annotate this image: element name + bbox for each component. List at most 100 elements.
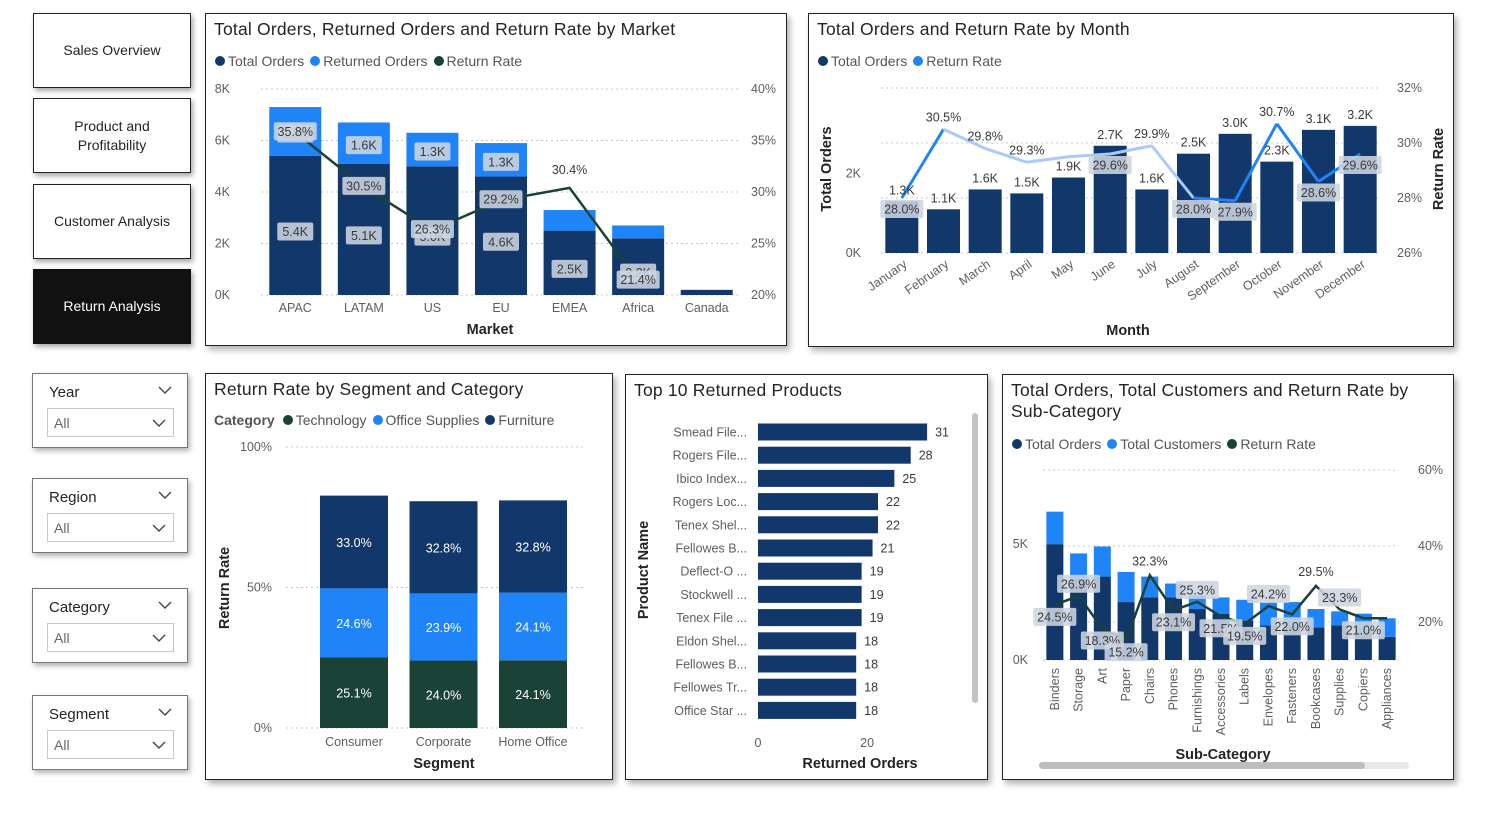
y2-tick-label: 20% [1418, 615, 1443, 629]
nav-label: Product and Profitability [74, 117, 150, 153]
data-label-return-rate-bg [1172, 200, 1215, 218]
y2-axis-title: Return Rate [1431, 128, 1447, 210]
legend-item[interactable]: Returned Orders [310, 53, 428, 69]
data-label: 18 [864, 681, 878, 695]
month-chart-panel: Total Orders and Return Rate by Month To… [808, 13, 1454, 347]
data-label: 24.6% [336, 617, 371, 631]
data-label-return-rate: 29.9% [1134, 127, 1169, 141]
bar-returned-orders [758, 516, 878, 534]
data-label: 19 [870, 565, 884, 579]
bar-total-customers [1046, 511, 1064, 545]
region-dropdown[interactable]: All [47, 513, 174, 542]
category-dropdown[interactable]: All [47, 623, 174, 652]
data-label: 22 [886, 518, 900, 532]
bar-returned-orders [758, 701, 857, 719]
y2-tick-label: 30% [1397, 136, 1422, 150]
scrollbar-thumb[interactable] [1039, 762, 1365, 769]
x-tick-label: Envelopes [1261, 668, 1275, 726]
legend-dot [818, 56, 828, 66]
market-chart-svg: 0K 2K 4K 6K 8K 20% 25% 30% 35% 40% APAC LATAM US EU EM… [215, 82, 776, 338]
data-label-total-orders-bg [551, 259, 588, 278]
data-label-total-orders: 1.6K [972, 171, 998, 185]
legend-dot [215, 56, 225, 66]
legend-item[interactable]: Total Orders [1012, 436, 1101, 452]
year-dropdown[interactable]: All [47, 408, 174, 437]
data-label-total-orders: 2.5K [557, 262, 583, 276]
legend-item[interactable]: Return Rate [913, 53, 1002, 69]
bar-total-orders [968, 189, 1002, 253]
panel-title: Total Orders, Total Customers and Return… [1011, 380, 1409, 421]
legend-label: Return Rate [446, 53, 523, 69]
x-tick-label: February [902, 257, 952, 298]
chevron-down-icon[interactable] [157, 382, 173, 398]
bar-total-orders [1260, 161, 1294, 253]
nav-product-profitability[interactable]: Product and Profitability [33, 98, 191, 173]
data-label-return-rate: 27.9% [1217, 205, 1252, 219]
data-label-return-rate: 21.4% [620, 273, 655, 287]
y-tick-label: Rogers Loc... [673, 495, 747, 509]
x-tick-label: Chairs [1143, 668, 1157, 704]
scrollbar-thumb[interactable] [972, 413, 978, 703]
segment-dropdown[interactable]: All [47, 730, 174, 759]
nav-customer-analysis[interactable]: Customer Analysis [33, 184, 191, 259]
x-tick-label: Storage [1072, 668, 1086, 712]
legend-item[interactable]: Return Rate [433, 53, 523, 69]
x-tick-label: Bookcases [1309, 668, 1323, 729]
data-label-returned-orders: 1.6K [351, 139, 377, 153]
data-label: 21 [881, 542, 895, 556]
x-tick-label: June [1088, 257, 1118, 284]
data-label-total-orders: 1.1K [931, 191, 957, 205]
y-tick-label: Stockwell ... [680, 588, 747, 602]
y-axis-title: Total Orders [819, 126, 835, 211]
x-tick-label: Phones [1167, 668, 1181, 710]
data-label-return-rate-bg [1104, 643, 1148, 662]
chevron-down-icon[interactable] [157, 597, 173, 613]
horizontal-scrollbar[interactable] [1039, 762, 1409, 769]
data-label-return-rate: 21.0% [1346, 624, 1381, 638]
data-label-return-rate: 22.0% [1274, 620, 1309, 634]
legend-item[interactable]: Total Orders [818, 53, 907, 69]
line-return-rate [942, 127, 986, 150]
nav-return-analysis[interactable]: Return Analysis [33, 269, 191, 344]
x-tick-label: EMEA [552, 301, 588, 315]
data-label-return-rate: 23.3% [1322, 591, 1357, 605]
line-return-rate [1068, 152, 1111, 159]
x-tick-label: EU [492, 301, 509, 315]
data-label-total-orders: 5.1K [351, 229, 377, 243]
x-tick-label: Labels [1238, 668, 1252, 705]
data-label: 18 [864, 634, 878, 648]
legend-label: Total Orders [831, 53, 908, 69]
data-label-returned-orders-bg [483, 152, 519, 171]
legend-item[interactable]: Return Rate [1227, 436, 1316, 452]
chevron-down-icon[interactable] [157, 704, 173, 720]
x-tick-label: 0 [755, 736, 762, 750]
slicer-value: All [54, 414, 70, 431]
slicer-title: Year [49, 384, 80, 401]
chevron-down-icon[interactable] [157, 487, 173, 503]
data-label: 19 [870, 611, 884, 625]
data-label: 24.1% [515, 688, 550, 702]
legend-item[interactable]: Total Orders [215, 53, 304, 69]
line-return-rate [900, 128, 945, 199]
y-tick-label: Fellowes B... [675, 658, 747, 672]
chevron-down-icon [152, 419, 166, 427]
data-label-total-orders: 1.6K [1139, 171, 1165, 185]
legend-item[interactable]: Technology [282, 412, 367, 428]
nav-sales-overview[interactable]: Sales Overview [33, 13, 191, 88]
legend-item[interactable]: Furniture [485, 412, 554, 428]
legend-item[interactable]: Office Supplies [372, 412, 479, 428]
y-tick-label: 0% [254, 721, 272, 735]
data-label-return-rate: 29.3% [1009, 143, 1044, 157]
y-tick-label: Ibico Index... [676, 472, 747, 486]
data-label-total-orders: 1.9K [1056, 160, 1082, 174]
bar-returned-orders [543, 210, 596, 231]
data-label-total-orders: 3.1K [1306, 112, 1332, 126]
legend-label: Return Rate [926, 53, 1002, 69]
vertical-scrollbar[interactable] [972, 413, 978, 703]
slicer-value: All [54, 736, 70, 753]
legend-item[interactable]: Total Customers [1107, 436, 1221, 452]
bar-office-supplies [409, 593, 478, 661]
market-chart-panel: Total Orders, Returned Orders and Return… [205, 13, 787, 346]
data-label-return-rate: 29.8% [967, 130, 1002, 144]
